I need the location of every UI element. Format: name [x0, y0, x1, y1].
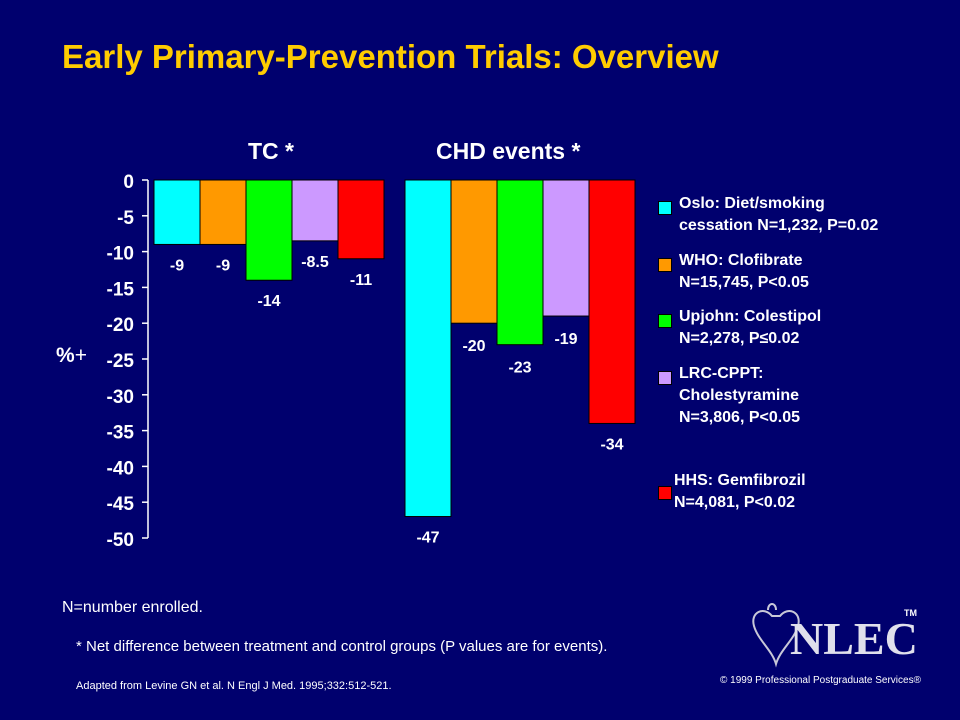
data-label: -20: [462, 338, 485, 355]
copyright-text: © 1999 Professional Postgraduate Service…: [720, 675, 921, 686]
y-tick-label: -50: [107, 530, 134, 551]
data-label: -14: [257, 293, 280, 310]
legend-text-hhs: HHS: Gemfibrozil N=4,081, P<0.02: [674, 472, 806, 511]
y-axis-label-text: %: [56, 344, 75, 367]
heart-logo-icon: NLEC TM: [752, 603, 918, 668]
bar: [496, 179, 544, 346]
bar: [337, 179, 385, 260]
legend-text-who: WHO: Clofibrate N=15,745, P<0.05: [679, 252, 809, 291]
group-label-tc: TC *: [248, 138, 294, 164]
bar: [450, 179, 498, 324]
data-label: -9: [216, 257, 230, 274]
source-citation: Adapted from Levine GN et al. N Engl J M…: [76, 680, 392, 692]
logo-text: NLEC: [790, 613, 918, 664]
y-axis-label-symbol: +: [74, 344, 87, 367]
footnote-net-difference: * Net difference between treatment and c…: [76, 638, 608, 655]
data-label: -8.5: [301, 254, 329, 271]
group-label-chd-events: CHD events *: [436, 138, 581, 164]
bar: [588, 179, 636, 424]
legend-swatch-who: [658, 258, 672, 272]
data-label: -47: [416, 530, 439, 547]
y-tick-label: -5: [117, 208, 134, 229]
bar: [199, 179, 247, 245]
legend-swatch-oslo: [658, 201, 672, 215]
legend-swatch-lrc-cppt: [658, 371, 672, 385]
data-label: -9: [170, 257, 184, 274]
legend-swatch-upjohn: [658, 314, 672, 328]
y-tick-label: -40: [107, 458, 134, 479]
bar: [245, 179, 293, 281]
y-tick-label: -10: [107, 244, 134, 265]
y-tick-label: -15: [107, 279, 135, 300]
y-tick-label: -20: [107, 315, 134, 336]
bar: [404, 179, 452, 518]
footnote-enrolled: N=number enrolled.: [62, 599, 203, 616]
y-tick-label: -25: [107, 351, 135, 372]
y-tick-label: -35: [107, 423, 135, 444]
slide-title: Early Primary-Prevention Trials: Overvie…: [62, 38, 719, 75]
bar: [542, 179, 590, 317]
bar: [291, 179, 339, 242]
data-label: -34: [600, 436, 623, 453]
y-tick-label: -30: [107, 387, 134, 408]
legend-text-lrc-cppt: LRC-CPPT: Cholestyramine N=3,806, P<0.05: [679, 365, 800, 426]
nlec-logo: NLEC TM: [750, 602, 920, 668]
y-tick-label: -45: [107, 494, 135, 515]
legend-text-upjohn: Upjohn: Colestipol N=2,278, P≤0.02: [679, 308, 822, 347]
data-label: -19: [554, 331, 577, 348]
logo-trademark: TM: [904, 608, 917, 618]
legend-swatch-hhs: [658, 486, 672, 500]
legend-text-oslo: Oslo: Diet/smoking cessation N=1,232, P=…: [679, 195, 879, 234]
y-tick-label: 0: [123, 172, 134, 193]
data-label: -11: [350, 272, 372, 289]
bar: [153, 179, 201, 245]
data-label: -23: [508, 360, 531, 377]
y-axis-label: %+: [56, 344, 87, 368]
